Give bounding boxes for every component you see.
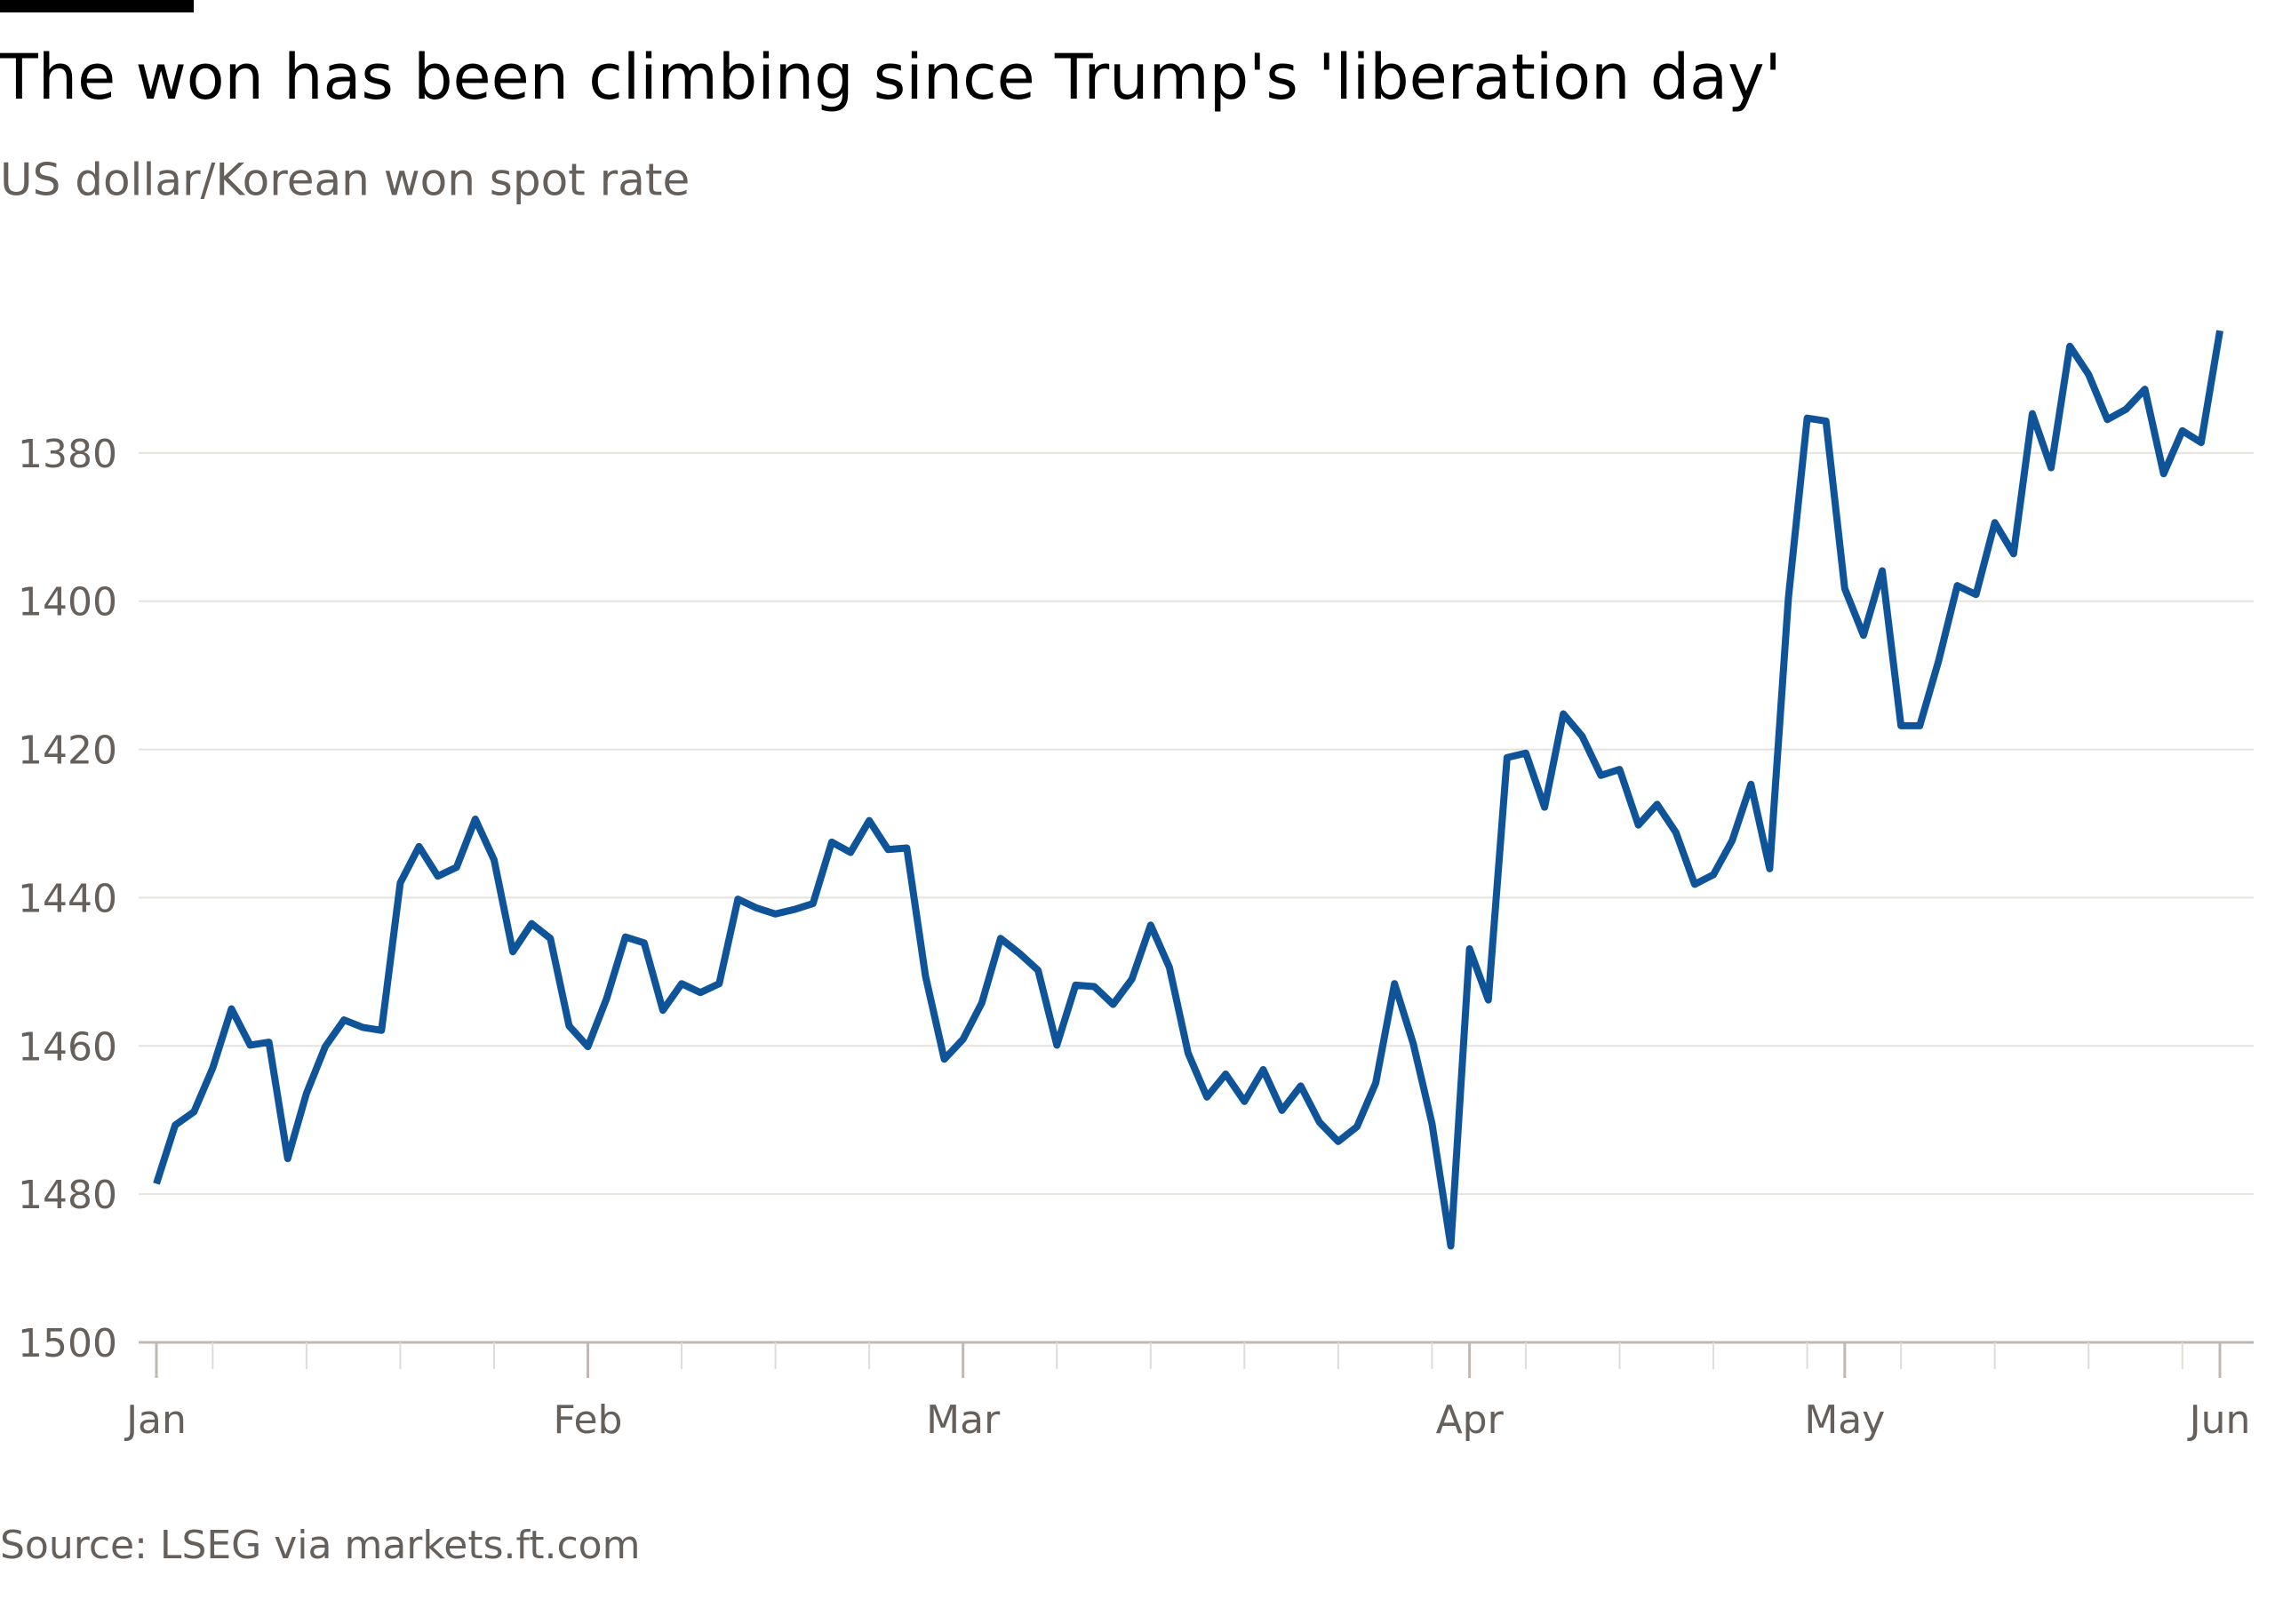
x-tick-label: Feb	[554, 1397, 623, 1443]
chart-title: The won has been climbing since Trump's …	[0, 41, 1782, 114]
y-tick-label: 1500	[18, 1321, 117, 1366]
y-tick-label: 1440	[18, 876, 117, 921]
x-tick-label: Apr	[1436, 1397, 1505, 1443]
source: Source: LSEG via markets.ft.com	[0, 1523, 640, 1568]
chart-subtitle: US dollar/Korean won spot rate	[0, 155, 690, 206]
y-tick-label: 1420	[18, 728, 117, 774]
line-series	[153, 330, 2223, 1250]
x-tick-label: May	[1804, 1397, 1885, 1443]
y-tick-label: 1480	[18, 1173, 117, 1218]
brand-bar	[0, 0, 194, 12]
y-tick-label: 1460	[18, 1024, 117, 1070]
x-tick-label: Jun	[2187, 1397, 2251, 1443]
x-tick-label: Mar	[926, 1397, 1001, 1443]
x-tick-label: Jan	[124, 1397, 187, 1443]
y-tick-label: 1380	[18, 432, 117, 477]
y-tick-label: 1400	[18, 580, 117, 625]
